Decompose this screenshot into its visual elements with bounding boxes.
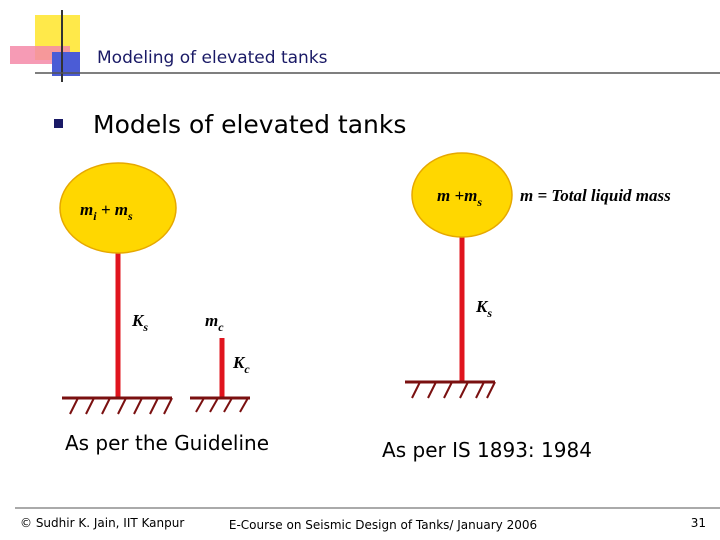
bullet-text: Models of elevated tanks — [93, 110, 406, 139]
label-sub: c — [218, 320, 224, 334]
stiffness-label: Ks — [131, 311, 148, 334]
bullet-marker — [54, 119, 63, 128]
label-part: K — [131, 311, 145, 330]
label-part: m — [80, 200, 93, 219]
mass — [411, 152, 513, 238]
hatch — [195, 397, 249, 413]
mass-label: mc — [205, 311, 224, 334]
label-part: + m — [97, 200, 128, 219]
label-sub: s — [142, 320, 148, 334]
label-sub: s — [486, 306, 492, 320]
header-title: Modeling of elevated tanks — [97, 48, 328, 68]
label-part: K — [475, 297, 489, 316]
label-part: K — [232, 353, 246, 372]
caption: As per the Guideline — [65, 431, 269, 455]
hatch — [69, 397, 173, 415]
page-number: 31 — [691, 516, 706, 530]
footer-left: © Sudhir K. Jain, IIT Kanpur — [20, 516, 184, 530]
footer-center: E-Course on Seismic Design of Tanks/ Jan… — [229, 518, 537, 532]
mass-label: m +ms — [437, 186, 482, 209]
label-sub: c — [244, 362, 250, 376]
label-part: m — [205, 311, 218, 330]
deco-blue — [52, 52, 80, 76]
hatch — [411, 381, 496, 399]
stiffness-label: Kc — [232, 353, 250, 376]
note: m = Total liquid mass — [520, 186, 671, 205]
label-sub: s — [476, 195, 482, 209]
caption: As per IS 1893: 1984 — [382, 438, 592, 462]
label-sub: s — [127, 209, 133, 223]
stiffness-label: Ks — [475, 297, 492, 320]
label-sub: i — [93, 209, 97, 223]
label-part: m +m — [437, 186, 477, 205]
mass-label: mi + ms — [80, 200, 133, 223]
mass — [59, 162, 177, 254]
